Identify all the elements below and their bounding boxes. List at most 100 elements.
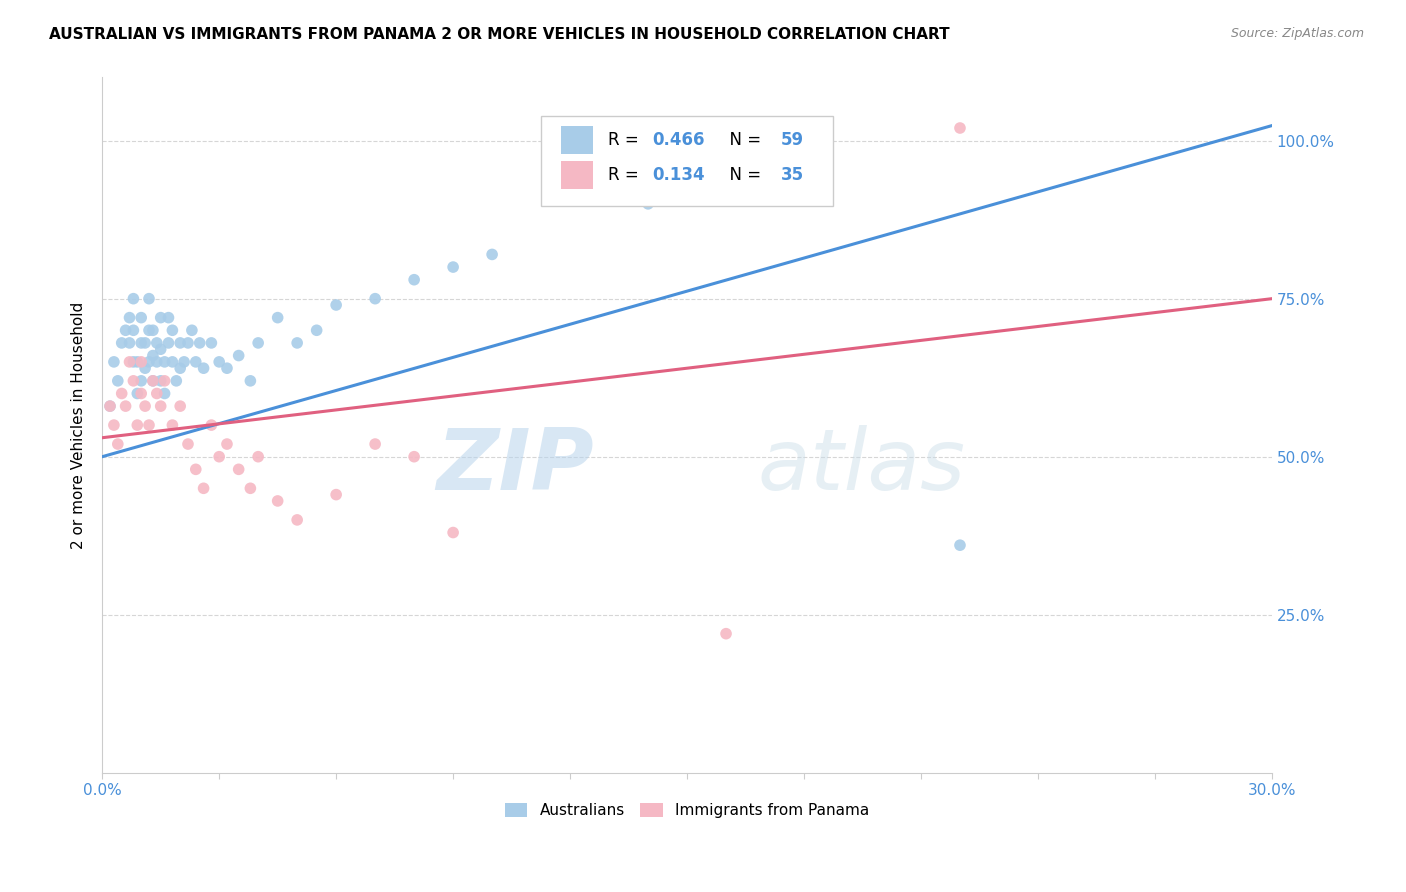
- Point: [157, 335, 180, 350]
- Point: [239, 374, 262, 388]
- Point: [285, 513, 308, 527]
- Point: [285, 335, 308, 350]
- Point: [325, 488, 347, 502]
- Point: [138, 292, 160, 306]
- Point: [239, 481, 262, 495]
- Text: 0.134: 0.134: [652, 166, 704, 184]
- Text: atlas: atlas: [758, 425, 966, 508]
- Point: [169, 335, 191, 350]
- Point: [266, 494, 288, 508]
- Point: [162, 418, 184, 433]
- Point: [134, 361, 156, 376]
- Point: [138, 323, 160, 337]
- Text: N =: N =: [718, 166, 766, 184]
- Point: [149, 310, 172, 325]
- Point: [129, 310, 152, 325]
- Point: [404, 450, 426, 464]
- Point: [193, 481, 215, 495]
- Text: N =: N =: [718, 131, 766, 149]
- Point: [162, 355, 184, 369]
- Point: [153, 355, 176, 369]
- Text: 35: 35: [780, 166, 804, 184]
- Point: [118, 335, 141, 350]
- Text: AUSTRALIAN VS IMMIGRANTS FROM PANAMA 2 OR MORE VEHICLES IN HOUSEHOLD CORRELATION: AUSTRALIAN VS IMMIGRANTS FROM PANAMA 2 O…: [49, 27, 950, 42]
- Point: [98, 399, 121, 413]
- Point: [193, 361, 215, 376]
- FancyBboxPatch shape: [561, 161, 593, 189]
- Point: [215, 361, 238, 376]
- Point: [122, 323, 145, 337]
- FancyBboxPatch shape: [561, 126, 593, 154]
- Point: [127, 418, 149, 433]
- Point: [118, 310, 141, 325]
- Point: [714, 626, 737, 640]
- Text: 59: 59: [780, 131, 804, 149]
- Text: Source: ZipAtlas.com: Source: ZipAtlas.com: [1230, 27, 1364, 40]
- Point: [169, 361, 191, 376]
- Y-axis label: 2 or more Vehicles in Household: 2 or more Vehicles in Household: [72, 301, 86, 549]
- Point: [165, 374, 187, 388]
- Point: [107, 374, 129, 388]
- Point: [111, 335, 134, 350]
- Point: [364, 292, 387, 306]
- Point: [173, 355, 195, 369]
- Point: [107, 437, 129, 451]
- Point: [142, 374, 165, 388]
- Point: [114, 323, 136, 337]
- Point: [146, 335, 169, 350]
- Point: [228, 349, 250, 363]
- Text: ZIP: ZIP: [436, 425, 593, 508]
- Text: R =: R =: [607, 166, 644, 184]
- Point: [138, 418, 160, 433]
- FancyBboxPatch shape: [541, 116, 834, 206]
- Point: [134, 399, 156, 413]
- Point: [177, 335, 200, 350]
- Point: [184, 355, 207, 369]
- Point: [129, 335, 152, 350]
- Point: [146, 386, 169, 401]
- Point: [129, 355, 152, 369]
- Point: [180, 323, 202, 337]
- Text: 0.466: 0.466: [652, 131, 704, 149]
- Point: [637, 197, 659, 211]
- Point: [127, 386, 149, 401]
- Point: [208, 450, 231, 464]
- Legend: Australians, Immigrants from Panama: Australians, Immigrants from Panama: [498, 797, 876, 824]
- Point: [215, 437, 238, 451]
- Point: [200, 418, 222, 433]
- Point: [177, 437, 200, 451]
- Point: [188, 335, 211, 350]
- Point: [200, 335, 222, 350]
- Point: [98, 399, 121, 413]
- Point: [404, 273, 426, 287]
- Point: [247, 335, 270, 350]
- Point: [138, 355, 160, 369]
- Point: [441, 525, 464, 540]
- Point: [127, 355, 149, 369]
- Point: [364, 437, 387, 451]
- Point: [122, 374, 145, 388]
- Point: [481, 247, 503, 261]
- Point: [129, 386, 152, 401]
- Point: [149, 343, 172, 357]
- Point: [146, 355, 169, 369]
- Point: [247, 450, 270, 464]
- Point: [103, 355, 125, 369]
- Point: [305, 323, 328, 337]
- Point: [142, 374, 165, 388]
- Point: [228, 462, 250, 476]
- Point: [184, 462, 207, 476]
- Point: [153, 386, 176, 401]
- Point: [111, 386, 134, 401]
- Text: R =: R =: [607, 131, 644, 149]
- Point: [149, 399, 172, 413]
- Point: [949, 121, 972, 136]
- Point: [153, 374, 176, 388]
- Point: [169, 399, 191, 413]
- Point: [441, 260, 464, 274]
- Point: [129, 374, 152, 388]
- Point: [122, 292, 145, 306]
- Point: [149, 374, 172, 388]
- Point: [157, 310, 180, 325]
- Point: [134, 335, 156, 350]
